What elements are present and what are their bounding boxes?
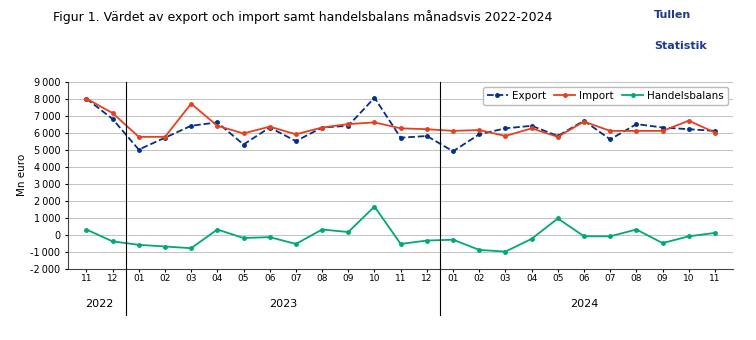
Handelsbalans <box>711 231 720 235</box>
Import <box>606 129 615 133</box>
Export <box>187 124 196 128</box>
Handelsbalans <box>684 234 693 238</box>
Handelsbalans <box>553 217 562 221</box>
Import <box>684 119 693 123</box>
Handelsbalans <box>396 242 405 246</box>
Import <box>187 102 196 106</box>
Export <box>527 124 536 128</box>
Handelsbalans <box>344 230 353 234</box>
Export <box>239 142 248 147</box>
Text: Figur 1. Värdet av export och import samt handelsbalans månadsvis 2022-2024: Figur 1. Värdet av export och import sam… <box>53 10 553 24</box>
Line: Export: Export <box>85 96 717 153</box>
Export <box>501 126 510 131</box>
Handelsbalans <box>82 227 91 232</box>
Export <box>423 134 432 138</box>
Handelsbalans <box>265 235 274 239</box>
Legend: Export, Import, Handelsbalans: Export, Import, Handelsbalans <box>482 87 728 105</box>
Handelsbalans <box>632 227 641 232</box>
Text: 2022: 2022 <box>85 299 113 309</box>
Handelsbalans <box>448 238 457 242</box>
Text: 2023: 2023 <box>268 299 297 309</box>
Export <box>396 136 405 140</box>
Handelsbalans <box>501 250 510 254</box>
Export <box>82 97 91 101</box>
Export <box>135 148 144 152</box>
Line: Handelsbalans: Handelsbalans <box>85 205 717 253</box>
Export <box>448 149 457 153</box>
Import <box>711 131 720 135</box>
Export <box>658 125 667 130</box>
Export <box>344 124 353 128</box>
Import <box>265 125 274 129</box>
Import <box>291 132 300 136</box>
Export <box>553 134 562 138</box>
Handelsbalans <box>580 234 589 238</box>
Text: Tullen: Tullen <box>654 10 691 20</box>
Handelsbalans <box>370 205 379 209</box>
Handelsbalans <box>135 243 144 247</box>
Handelsbalans <box>475 248 484 252</box>
Handelsbalans <box>212 227 222 232</box>
Export <box>606 137 615 141</box>
Import <box>423 127 432 131</box>
Import <box>580 120 589 124</box>
Import <box>501 134 510 138</box>
Import <box>527 126 536 131</box>
Line: Import: Import <box>85 97 717 139</box>
Handelsbalans <box>160 244 169 249</box>
Import <box>553 135 562 139</box>
Handelsbalans <box>606 234 615 238</box>
Export <box>318 125 327 130</box>
Export <box>370 96 379 100</box>
Export <box>580 119 589 123</box>
Import <box>239 132 248 136</box>
Handelsbalans <box>527 237 536 241</box>
Handelsbalans <box>187 246 196 250</box>
Export <box>265 125 274 130</box>
Export <box>632 122 641 126</box>
Handelsbalans <box>658 241 667 245</box>
Import <box>212 124 222 128</box>
Handelsbalans <box>318 227 327 232</box>
Export <box>711 129 720 133</box>
Handelsbalans <box>291 242 300 246</box>
Export <box>212 120 222 124</box>
Export <box>475 132 484 136</box>
Export <box>684 127 693 131</box>
Handelsbalans <box>423 239 432 243</box>
Text: Statistik: Statistik <box>654 41 707 51</box>
Import <box>318 125 327 130</box>
Import <box>160 135 169 139</box>
Import <box>344 122 353 126</box>
Handelsbalans <box>108 239 117 243</box>
Import <box>82 97 91 101</box>
Import <box>448 129 457 133</box>
Handelsbalans <box>239 236 248 240</box>
Text: 2024: 2024 <box>570 299 598 309</box>
Y-axis label: Mn euro: Mn euro <box>17 154 27 196</box>
Import <box>108 111 117 115</box>
Import <box>396 126 405 131</box>
Import <box>475 128 484 132</box>
Export <box>160 136 169 140</box>
Export <box>108 117 117 121</box>
Import <box>658 129 667 133</box>
Import <box>135 135 144 139</box>
Import <box>370 120 379 124</box>
Export <box>291 139 300 143</box>
Import <box>632 129 641 133</box>
